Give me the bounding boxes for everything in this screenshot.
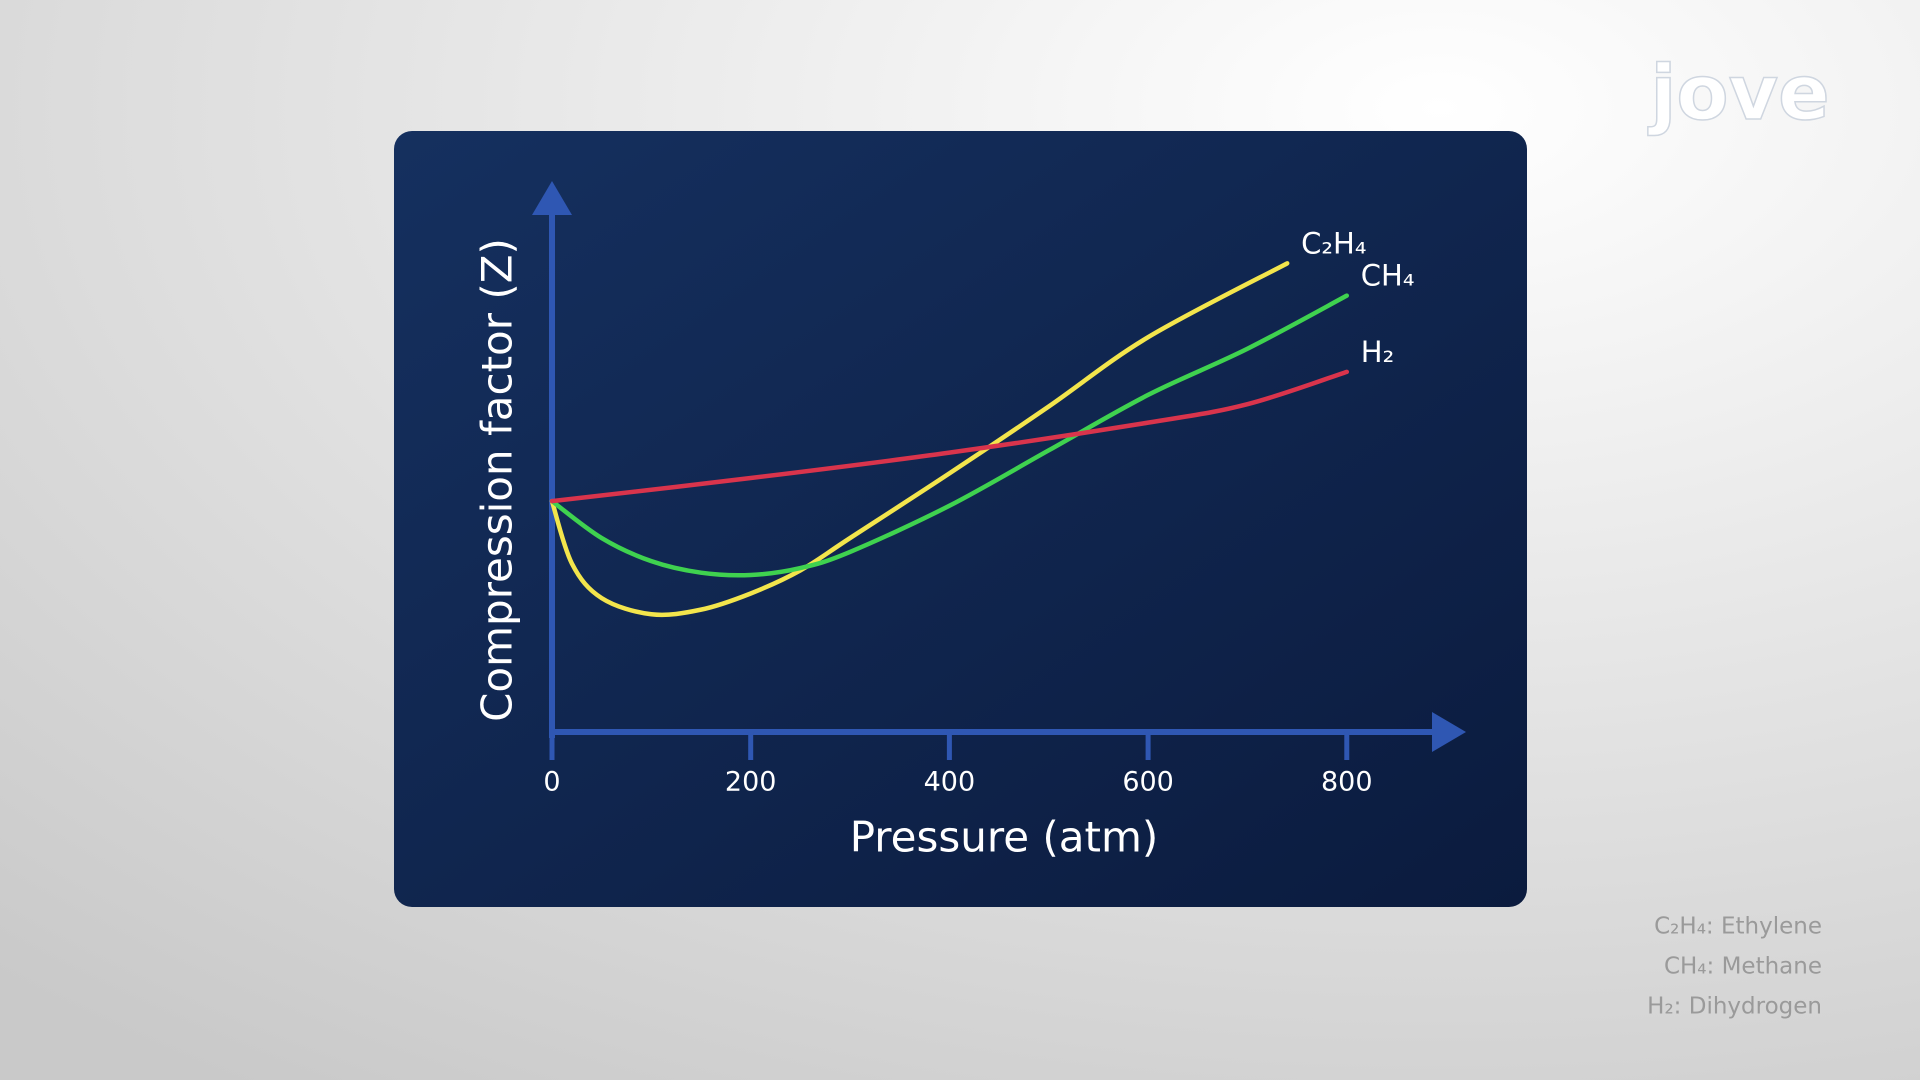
series-label: H₂ [1361,335,1394,369]
note: H₂: Dihydrogen [1647,994,1822,1020]
x-tick-label: 600 [1122,767,1174,798]
x-tick-label: 0 [543,767,560,798]
x-tick-label: 200 [725,767,777,798]
note: CH₄: Methane [1664,954,1822,980]
notes: C₂H₄: Ethylene CH₄: Methane H₂: Dihydrogen [1647,914,1822,1020]
y-axis-label: Compression factor (Z) [473,238,522,722]
series-line [549,369,1350,504]
logo: jove [1647,48,1829,137]
chart-panel [394,131,1527,907]
x-axis-label: Pressure (atm) [850,813,1159,862]
series-label: CH₄ [1361,259,1415,293]
series-line [549,293,1350,578]
x-axis-arrow [1432,712,1466,752]
y-axis-arrow [532,181,572,215]
series-label: C₂H₄ [1301,226,1366,260]
x-tick-label: 800 [1321,767,1373,798]
note: C₂H₄: Ethylene [1654,914,1822,940]
x-tick-label: 400 [924,767,976,798]
